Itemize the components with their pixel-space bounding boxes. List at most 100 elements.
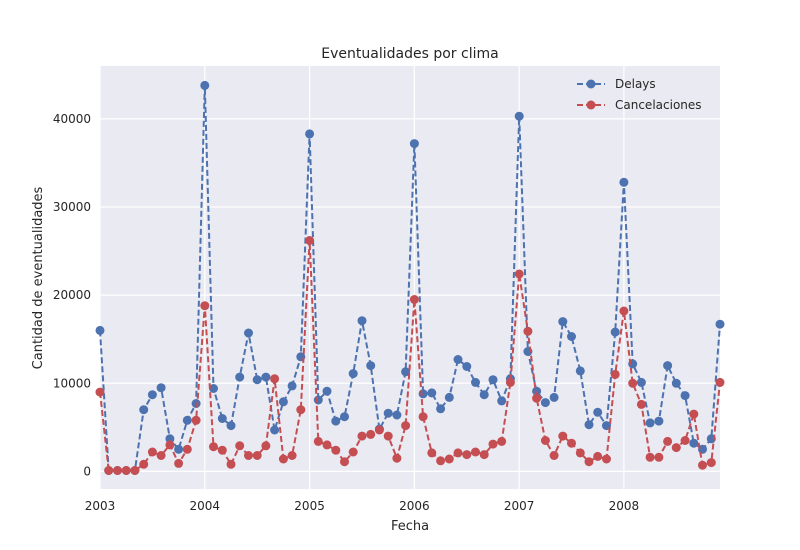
data-point-delays [209, 384, 218, 393]
data-point-delays [340, 412, 349, 422]
data-point-delays [558, 317, 568, 327]
data-point-cancelaciones [593, 451, 603, 461]
y-tick-label: 40000 [53, 112, 91, 126]
legend-marker-cancelaciones [586, 100, 596, 110]
data-point-cancelaciones [715, 377, 725, 387]
data-point-cancelaciones [383, 431, 393, 441]
y-tick-label: 20000 [53, 288, 91, 302]
data-point-cancelaciones [357, 431, 367, 441]
data-point-delays [261, 372, 271, 382]
data-point-delays [322, 386, 332, 396]
data-point-cancelaciones [104, 466, 114, 475]
data-point-cancelaciones [401, 421, 411, 431]
data-point-delays [366, 361, 376, 371]
data-point-cancelaciones [374, 425, 384, 435]
data-point-delays [610, 327, 620, 337]
legend-item-delays: Delays [577, 77, 656, 91]
data-point-delays [497, 396, 507, 406]
data-point-cancelaciones [602, 454, 611, 464]
data-point-cancelaciones [540, 436, 550, 445]
data-point-cancelaciones [654, 452, 664, 462]
data-point-delays [418, 389, 428, 399]
data-point-delays [444, 392, 454, 402]
data-point-delays [270, 425, 280, 435]
data-point-delays [182, 415, 192, 425]
data-point-cancelaciones [680, 436, 690, 445]
data-point-delays [331, 416, 341, 426]
data-point-cancelaciones [165, 440, 175, 450]
data-point-delays [593, 407, 603, 417]
data-point-delays [357, 316, 367, 326]
y-tick-label: 30000 [53, 200, 91, 214]
data-point-cancelaciones [174, 458, 184, 468]
data-point-cancelaciones [278, 454, 288, 464]
data-point-cancelaciones [209, 442, 218, 452]
data-point-cancelaciones [636, 399, 646, 409]
data-point-cancelaciones [409, 295, 419, 304]
data-point-cancelaciones [305, 236, 315, 245]
data-point-cancelaciones [261, 441, 271, 451]
data-point-delays [680, 391, 690, 401]
x-tick-label: 2003 [85, 499, 116, 513]
x-tick-label: 2008 [609, 499, 640, 513]
data-point-delays [584, 420, 594, 430]
data-point-delays [244, 328, 253, 338]
data-point-delays [462, 362, 472, 371]
data-point-delays [235, 372, 245, 382]
data-point-cancelaciones [444, 454, 454, 464]
data-point-cancelaciones [575, 448, 585, 458]
data-point-cancelaciones [182, 444, 192, 454]
data-point-delays [409, 139, 419, 149]
data-point-cancelaciones [698, 460, 707, 470]
data-point-cancelaciones [523, 326, 533, 336]
data-point-delays [174, 444, 184, 454]
data-point-delays [191, 399, 201, 408]
data-point-cancelaciones [418, 412, 428, 422]
data-point-cancelaciones [95, 387, 105, 397]
data-point-delays [427, 388, 437, 398]
data-point-cancelaciones [628, 378, 638, 388]
data-point-delays [619, 177, 629, 187]
data-point-cancelaciones [462, 450, 472, 460]
data-point-delays [95, 325, 105, 335]
data-point-delays [540, 398, 550, 408]
data-point-cancelaciones [270, 374, 280, 384]
series-line-delays [99, 85, 721, 472]
data-point-delays [575, 366, 585, 376]
data-point-delays [488, 375, 498, 385]
data-point-delays [287, 381, 297, 391]
chart-title: Eventualidades por clima [321, 46, 498, 62]
series-cancelaciones [95, 236, 725, 475]
data-point-delays [156, 383, 166, 393]
series-line-cancelaciones [99, 240, 721, 472]
data-point-cancelaciones [340, 457, 349, 467]
data-point-cancelaciones [436, 456, 446, 466]
data-point-cancelaciones [348, 447, 358, 457]
data-point-cancelaciones [392, 453, 402, 463]
data-point-delays [636, 377, 646, 387]
data-point-cancelaciones [471, 447, 480, 457]
data-point-cancelaciones [532, 393, 542, 403]
data-point-cancelaciones [645, 452, 655, 462]
data-point-delays [139, 405, 149, 415]
data-point-cancelaciones [671, 443, 681, 453]
data-point-cancelaciones [610, 369, 620, 379]
data-point-delays [567, 332, 576, 341]
data-point-cancelaciones [479, 450, 489, 460]
data-point-cancelaciones [226, 459, 236, 469]
data-point-cancelaciones [558, 431, 568, 441]
legend: Delays Cancelaciones [577, 77, 702, 112]
data-point-cancelaciones [663, 436, 673, 446]
data-point-cancelaciones [549, 451, 559, 460]
data-point-cancelaciones [130, 466, 140, 475]
x-tick-label: 2007 [504, 499, 535, 513]
legend-marker-delays [586, 79, 596, 89]
data-point-delays [479, 390, 489, 400]
data-point-delays [401, 367, 411, 377]
data-point-cancelaciones [619, 306, 629, 316]
data-point-cancelaciones [366, 429, 376, 439]
data-point-delays [715, 319, 725, 329]
data-point-cancelaciones [200, 301, 210, 311]
data-point-delays [436, 404, 446, 414]
